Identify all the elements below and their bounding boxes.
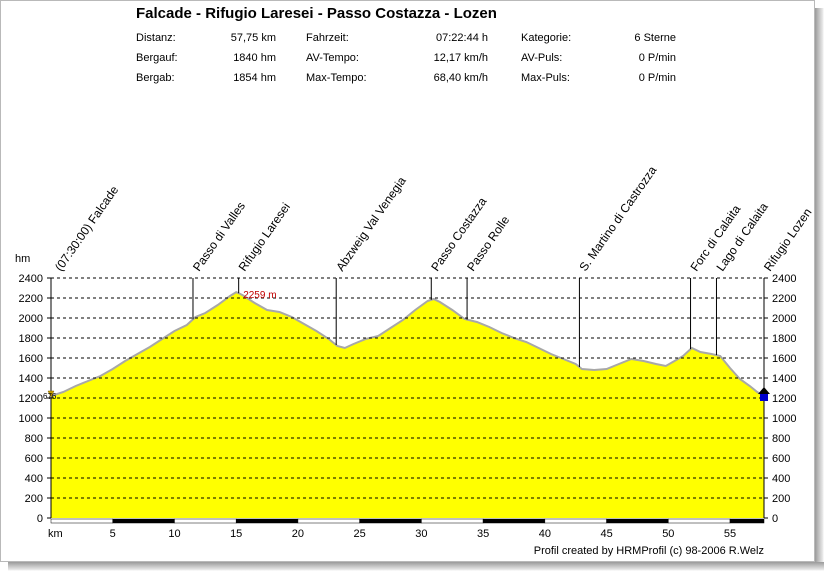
- y-tick-label-left: 1800: [19, 333, 43, 345]
- y-axis-label: hm: [15, 253, 30, 265]
- x-tick-label: 50: [662, 528, 674, 540]
- y-tick-label-left: 1200: [19, 393, 43, 405]
- waypoint-label: Abzweig Val Venegia: [333, 174, 409, 274]
- x-axis-label: km: [48, 528, 63, 540]
- y-tick-label-right: 1400: [772, 373, 796, 385]
- stat-label-ascent: Bergauf:: [136, 52, 178, 64]
- route-title: Falcade - Rifugio Laresei - Passo Costaz…: [136, 5, 497, 22]
- y-tick-label-right: 2200: [772, 293, 796, 305]
- x-tick-label: 45: [600, 528, 612, 540]
- panel-shadow-right: [815, 8, 824, 567]
- x-tick-label: 5: [110, 528, 116, 540]
- stat-value-ascent: 1840 hm: [233, 52, 276, 64]
- y-tick-label-right: 800: [772, 433, 790, 445]
- x-tick-label: 30: [415, 528, 427, 540]
- km-scale-segment: [297, 518, 360, 524]
- stat-value-ride-time: 07:22:44 h: [436, 32, 488, 44]
- y-tick-label-right: 1200: [772, 393, 796, 405]
- x-tick-label: 35: [477, 528, 489, 540]
- y-tick-label-left: 200: [25, 493, 43, 505]
- y-tick-label-left: 2000: [19, 313, 43, 325]
- y-tick-label-right: 400: [772, 473, 790, 485]
- stat-label-category: Kategorie:: [521, 32, 572, 44]
- y-tick-label-right: 200: [772, 493, 790, 505]
- waypoint-label: (07:30:00) Falcade: [52, 183, 121, 274]
- stat-value-avg-pulse: 0 P/min: [638, 52, 676, 64]
- y-tick-label-right: 600: [772, 453, 790, 465]
- stat-value-descent: 1854 hm: [233, 72, 276, 84]
- end-marker-house-icon: [760, 394, 768, 401]
- y-tick-label-right: 1800: [772, 333, 796, 345]
- km-scale-segment: [359, 518, 422, 524]
- stat-value-distance: 57,75 km: [230, 32, 276, 44]
- credit-text: Profil created by HRMProfil (c) 98-2006 …: [533, 545, 764, 557]
- stat-label-ride-time: Fahrzeit:: [306, 32, 349, 44]
- x-tick-label: 55: [724, 528, 736, 540]
- y-tick-label-left: 2400: [19, 273, 43, 285]
- y-tick-label-right: 1600: [772, 353, 796, 365]
- km-scale-segment: [729, 518, 765, 524]
- panel-shadow-bottom: [8, 562, 824, 571]
- stat-label-avg-speed: AV-Tempo:: [306, 52, 359, 64]
- start-marker-icon: [47, 390, 55, 398]
- y-tick-label-left: 800: [25, 433, 43, 445]
- y-tick-label-right: 2000: [772, 313, 796, 325]
- y-tick-label-left: 400: [25, 473, 43, 485]
- km-scale-segment: [421, 518, 484, 524]
- km-scale-segment: [482, 518, 546, 524]
- y-tick-label-left: 1400: [19, 373, 43, 385]
- stat-label-distance: Distanz:: [136, 32, 176, 44]
- km-scale-segment: [544, 518, 607, 524]
- y-tick-label-left: 0: [37, 513, 43, 525]
- km-scale-segment: [606, 518, 669, 524]
- y-tick-label-right: 2400: [772, 273, 796, 285]
- km-scale-segment: [174, 518, 237, 524]
- y-tick-label-right: 0: [772, 513, 778, 525]
- km-scale-segment: [112, 518, 175, 524]
- elevation-area: [51, 292, 764, 518]
- y-tick-label-left: 1000: [19, 413, 43, 425]
- x-tick-label: 20: [292, 528, 304, 540]
- x-tick-label: 40: [539, 528, 551, 540]
- max-elevation-label: 2259 m: [243, 290, 276, 301]
- waypoint-label: S. Martino di Castrozza: [576, 163, 659, 273]
- km-scale-segment: [668, 518, 731, 524]
- x-tick-label: 15: [230, 528, 242, 540]
- y-tick-label-left: 1600: [19, 353, 43, 365]
- y-tick-label-left: 2200: [19, 293, 43, 305]
- km-scale-segment: [50, 518, 113, 524]
- stat-value-max-speed: 68,40 km/h: [433, 72, 488, 84]
- km-scale-segment: [235, 518, 299, 524]
- waypoint-label: Rifugio Lozen: [761, 206, 815, 274]
- elevation-line: [50, 290, 765, 397]
- stat-label-max-speed: Max-Tempo:: [306, 72, 367, 84]
- start-marker-label: 676: [43, 392, 57, 401]
- y-tick-label-right: 1000: [772, 413, 796, 425]
- stat-value-max-pulse: 0 P/min: [638, 72, 676, 84]
- stat-value-category: 6 Sterne: [634, 32, 676, 44]
- stat-value-avg-speed: 12,17 km/h: [433, 52, 488, 64]
- stat-label-descent: Bergab:: [136, 72, 175, 84]
- stat-label-max-pulse: Max-Puls:: [521, 72, 570, 84]
- x-tick-label: 25: [354, 528, 366, 540]
- end-marker-roof-icon: [758, 387, 770, 394]
- x-tick-label: 10: [168, 528, 180, 540]
- y-tick-label-left: 600: [25, 453, 43, 465]
- stat-label-avg-pulse: AV-Puls:: [521, 52, 563, 64]
